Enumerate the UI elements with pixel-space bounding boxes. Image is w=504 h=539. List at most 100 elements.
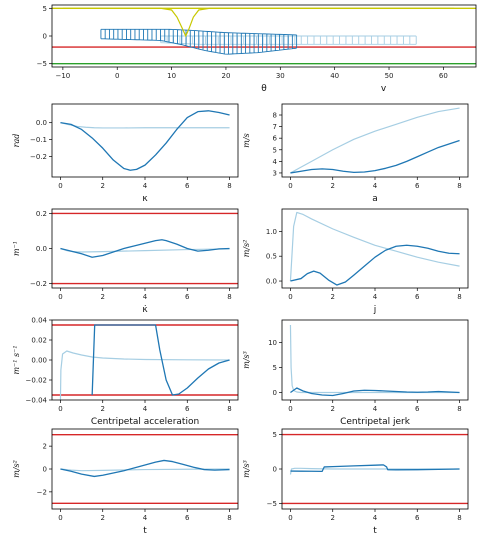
jerk-xtick-label-2: 4 <box>373 405 378 413</box>
kdot-xtick-label-2: 4 <box>143 293 148 301</box>
cacc-ytick-label-0: 2 <box>43 443 47 451</box>
kddot-xlabel: Centripetal acceleration <box>91 417 199 427</box>
jerk-xtick-label-4: 8 <box>457 405 461 413</box>
cacc-xtick-label-2: 4 <box>143 514 148 522</box>
cacc-xtick-label-1: 2 <box>100 514 104 522</box>
v-series-1 <box>290 139 460 174</box>
a-xtick-label-0: 0 <box>288 293 292 301</box>
jerk-xtick-label-3: 6 <box>415 405 420 413</box>
cacc-xtick-label-0: 0 <box>58 514 62 522</box>
kappa-xlabel: κ <box>142 194 148 204</box>
kappa-xtick-label-3: 6 <box>185 182 190 190</box>
jerk-xtick-label-1: 2 <box>330 405 334 413</box>
a-xtick-label-1: 2 <box>330 293 334 301</box>
jerk-ytick-label-0: 0 <box>273 389 277 397</box>
top-xtick-label-3: 20 <box>221 72 230 80</box>
kappa-series-1 <box>60 110 230 171</box>
cacc-xlabel: t <box>143 526 147 536</box>
v-xlabel: a <box>372 194 378 204</box>
kddot-ytick-label-3: −0.02 <box>26 377 47 385</box>
kdot-axes-frame <box>51 208 239 289</box>
kdot-ytick-label-0: 0.2 <box>36 210 47 218</box>
v-ytick-label-4: 7 <box>273 123 277 131</box>
v-ytick-label-0: 3 <box>273 169 277 177</box>
cacc-ytick-label-2: −2 <box>37 488 47 496</box>
kdot-series-1 <box>60 239 230 258</box>
kdot-xtick-label-4: 8 <box>227 293 231 301</box>
cjerk-xtick-label-1: 2 <box>330 514 334 522</box>
a-ytick-label-0: 0.0 <box>266 278 277 286</box>
a-ylabel: m/s² <box>242 240 251 258</box>
top-xtick-label-1: 0 <box>115 72 119 80</box>
jerk-ytick-label-2: 10 <box>268 339 277 347</box>
cjerk-ytick-label-2: −5 <box>267 500 277 508</box>
kappa-ytick-label-2: −0.2 <box>30 153 47 161</box>
top-ytick-label-2: 5 <box>43 5 47 13</box>
v-ylabel: m/s <box>242 133 251 147</box>
cjerk-xtick-label-0: 0 <box>288 514 292 522</box>
top-xtick-label-0: −10 <box>55 72 70 80</box>
top-xtick-label-5: 40 <box>330 72 339 80</box>
a-series-1 <box>290 244 460 286</box>
a-xtick-label-2: 4 <box>373 293 378 301</box>
top-extra-xlabel: v <box>381 84 387 94</box>
jerk-series-1 <box>290 387 460 397</box>
jerk-ytick-label-1: 5 <box>273 364 277 372</box>
kappa-xtick-label-1: 2 <box>100 182 104 190</box>
cjerk-xlabel: t <box>373 526 377 536</box>
kddot-xtick-label-2: 4 <box>143 405 148 413</box>
cjerk-ytick-label-1: 0 <box>273 466 277 474</box>
kddot-xtick-label-4: 8 <box>227 405 231 413</box>
cacc-ylabel: m/s² <box>12 460 21 478</box>
top-ytick-label-1: 0 <box>43 33 47 41</box>
kdot-xtick-label-3: 6 <box>185 293 190 301</box>
kddot-ylabel: m⁻¹ s⁻¹ <box>12 345 21 374</box>
top-ytick-label-0: −5 <box>37 60 47 68</box>
cjerk-series-1 <box>290 464 460 472</box>
top-xtick-label-6: 50 <box>385 72 394 80</box>
cacc-ytick-label-1: 0 <box>43 466 47 474</box>
cjerk-ytick-label-0: 5 <box>273 431 277 439</box>
kappa-ytick-label-0: 0.0 <box>36 119 47 127</box>
kappa-axes-frame <box>51 103 239 178</box>
kddot-ytick-label-1: 0.02 <box>31 337 47 345</box>
top-envelope-1 <box>100 28 298 55</box>
v-xtick-label-4: 8 <box>457 182 461 190</box>
top-xtick-label-4: 30 <box>276 72 285 80</box>
kddot-xtick-label-3: 6 <box>185 405 190 413</box>
top-xtick-label-7: 60 <box>439 72 448 80</box>
kappa-ylabel: rad <box>12 134 21 148</box>
a-ytick-label-1: 0.5 <box>266 253 277 261</box>
jerk-xtick-label-0: 0 <box>288 405 292 413</box>
kdot-ytick-label-1: 0.0 <box>36 245 47 253</box>
kddot-series-0 <box>59 350 230 400</box>
jerk-series-0 <box>289 324 460 394</box>
a-xtick-label-3: 6 <box>415 293 420 301</box>
v-axes-frame <box>281 103 469 178</box>
kappa-ytick-label-1: −0.1 <box>30 136 47 144</box>
cacc-xtick-label-4: 8 <box>227 514 231 522</box>
kappa-xtick-label-4: 8 <box>227 182 231 190</box>
cjerk-xtick-label-3: 6 <box>415 514 420 522</box>
kddot-series-1 <box>91 324 230 396</box>
kappa-xtick-label-2: 4 <box>143 182 148 190</box>
v-xtick-label-2: 4 <box>373 182 378 190</box>
cjerk-xtick-label-2: 4 <box>373 514 378 522</box>
kdot-ytick-label-2: −0.2 <box>30 280 47 288</box>
kddot-ytick-label-0: 0.04 <box>31 317 47 325</box>
cacc-series-1 <box>60 459 230 478</box>
cacc-xtick-label-3: 6 <box>185 514 190 522</box>
a-xtick-label-4: 8 <box>457 293 461 301</box>
kddot-xtick-label-1: 2 <box>100 405 104 413</box>
kdot-ylabel: m⁻¹ <box>12 241 21 256</box>
top-xlabel: θ <box>261 84 267 94</box>
kddot-xtick-label-0: 0 <box>58 405 62 413</box>
a-series-0 <box>289 211 460 282</box>
cjerk-ylabel: m/s³ <box>242 460 251 478</box>
a-xlabel: j <box>373 305 377 315</box>
top-xtick-label-2: 10 <box>167 72 176 80</box>
v-xtick-label-3: 6 <box>415 182 420 190</box>
kappa-series-0 <box>60 122 230 129</box>
kdot-xtick-label-1: 2 <box>100 293 104 301</box>
